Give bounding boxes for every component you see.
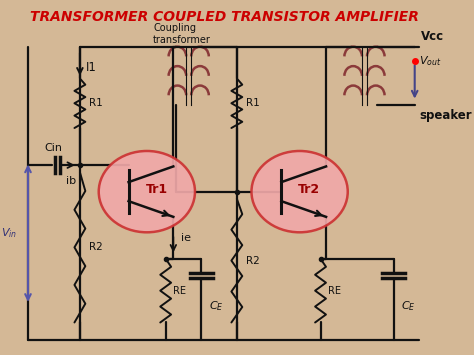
Text: $C_E$: $C_E$ [209,300,223,313]
Text: Cin: Cin [45,143,63,153]
Text: R2: R2 [246,256,260,266]
Text: R1: R1 [246,98,260,108]
Text: R2: R2 [89,242,103,252]
Text: RE: RE [173,286,186,296]
Text: Tr2: Tr2 [298,183,320,196]
Text: Tr1: Tr1 [146,183,167,196]
Text: $V_{in}$: $V_{in}$ [1,226,17,240]
Text: $C_E$: $C_E$ [401,300,416,313]
Text: $V_{out}$: $V_{out}$ [419,54,441,68]
Text: I1: I1 [86,61,97,75]
Text: ib: ib [65,176,76,186]
Text: Vcc: Vcc [421,30,444,43]
Circle shape [252,151,348,232]
Text: R1: R1 [89,98,103,108]
Text: RE: RE [328,286,341,296]
Text: ie: ie [181,233,191,242]
Text: TRANSFORMER COUPLED TRANSISTOR AMPLIFIER: TRANSFORMER COUPLED TRANSISTOR AMPLIFIER [30,10,419,23]
Text: speaker: speaker [419,109,472,121]
Circle shape [99,151,195,232]
Text: Coupling
transformer: Coupling transformer [153,23,211,45]
